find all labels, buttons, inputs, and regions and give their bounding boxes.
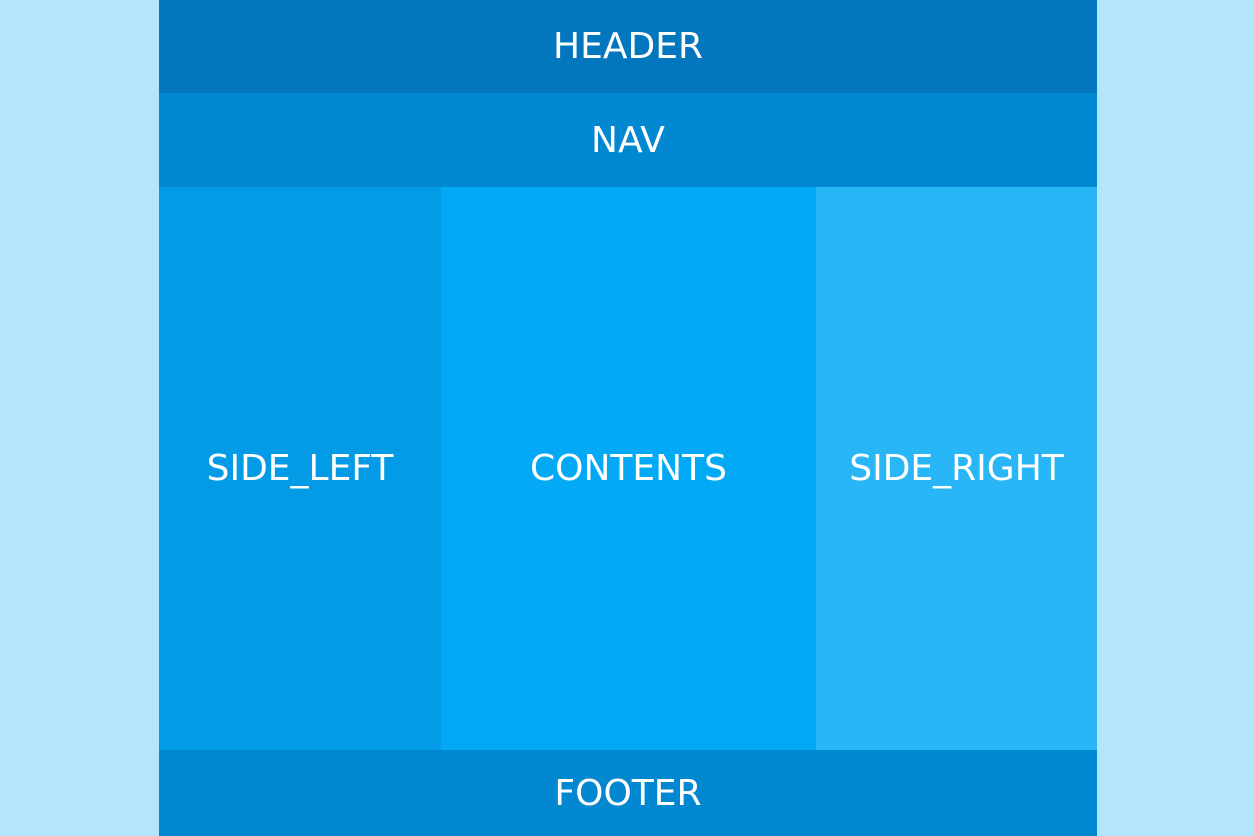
contents-label: CONTENTS	[530, 448, 727, 489]
header-block: HEADER	[159, 0, 1097, 93]
nav-block: NAV	[159, 93, 1097, 187]
side-left-block: SIDE_LEFT	[159, 187, 441, 750]
faint-overlay-note	[1118, 96, 1254, 124]
header-label: HEADER	[553, 26, 703, 67]
layout-diagram: HEADER NAV SIDE_LEFT CONTENTS SIDE_RIGHT…	[159, 0, 1097, 836]
contents-block: CONTENTS	[441, 187, 816, 750]
side-left-label: SIDE_LEFT	[206, 448, 394, 489]
footer-label: FOOTER	[554, 772, 702, 814]
side-right-block: SIDE_RIGHT	[816, 187, 1097, 750]
nav-label: NAV	[591, 119, 665, 161]
side-right-label: SIDE_RIGHT	[849, 448, 1064, 489]
footer-block: FOOTER	[159, 750, 1097, 836]
